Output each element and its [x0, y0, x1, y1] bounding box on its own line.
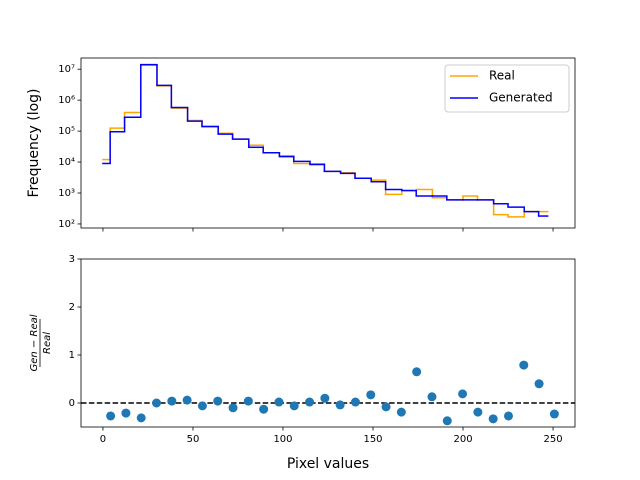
y-tick-label: 10⁷	[58, 64, 75, 75]
scatter-point	[320, 393, 330, 403]
scatter-point	[259, 404, 269, 414]
y-tick-label: 10²	[58, 219, 75, 230]
scatter-point	[152, 398, 162, 408]
y-label-denominator: Real	[42, 332, 53, 354]
y-tick-label: 2	[69, 302, 75, 313]
y-tick-label: 3	[69, 254, 75, 265]
y-axis-label: Frequency (log)	[26, 88, 42, 197]
y-tick-label: 1	[69, 350, 75, 361]
scatter-point	[289, 401, 299, 411]
scatter-point	[350, 397, 360, 407]
scatter-point	[213, 396, 223, 406]
x-axis-label: Pixel values	[287, 456, 369, 472]
x-tick-label: 100	[273, 434, 292, 445]
y-tick-label: 10³	[58, 188, 75, 199]
scatter-point	[121, 408, 131, 418]
scatter-point	[335, 400, 345, 410]
x-tick-label: 250	[543, 434, 562, 445]
scatter-point	[458, 389, 468, 399]
scatter-point	[167, 396, 177, 406]
scatter-point	[549, 409, 559, 419]
scatter-point	[381, 402, 391, 412]
scatter-point	[106, 411, 116, 421]
y-tick-label: 0	[69, 398, 75, 409]
scatter-point	[442, 416, 452, 426]
plot-area	[81, 360, 575, 426]
y-axis-label: Gen − Real Real	[29, 314, 53, 371]
scatter-point	[412, 367, 422, 377]
scatter-point	[534, 379, 544, 389]
scatter-point	[396, 407, 406, 417]
legend-label: Generated	[489, 91, 553, 105]
y-tick-label: 10⁵	[58, 126, 75, 137]
scatter-point	[427, 392, 437, 402]
scatter-point	[503, 411, 513, 421]
scatter-point	[274, 397, 284, 407]
axes-frame	[80, 258, 576, 428]
scatter-point	[197, 401, 207, 411]
scatter-point	[366, 390, 376, 400]
scatter-point	[136, 413, 146, 423]
scatter-point	[228, 403, 238, 413]
scatter-point	[305, 397, 315, 407]
legend-label: Real	[489, 69, 515, 83]
scatter-point	[519, 360, 529, 370]
x-tick-label: 150	[363, 434, 382, 445]
y-label-numerator: Gen − Real	[29, 314, 40, 371]
plot-area	[102, 63, 549, 218]
scatter-point	[473, 407, 483, 417]
scatter-point	[488, 414, 498, 424]
x-tick-label: 50	[187, 434, 200, 445]
scatter-point	[243, 396, 253, 406]
x-tick-label: 200	[453, 434, 472, 445]
axes-frame	[80, 57, 576, 229]
scatter-point	[182, 395, 192, 405]
x-tick-label: 0	[100, 434, 106, 445]
y-tick-label: 10⁶	[58, 95, 75, 106]
legend: Real Generated	[444, 64, 570, 113]
y-tick-label: 10⁴	[58, 157, 75, 168]
